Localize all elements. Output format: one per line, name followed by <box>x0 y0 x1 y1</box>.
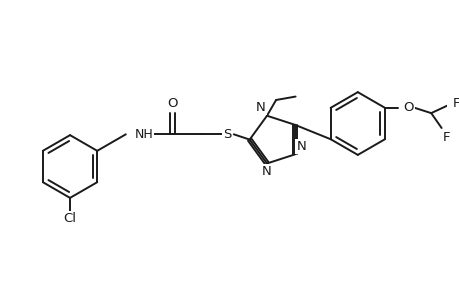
Text: O: O <box>403 101 413 114</box>
Text: NH: NH <box>134 128 153 141</box>
Text: F: F <box>442 131 449 144</box>
Text: N: N <box>262 165 271 178</box>
Text: Cl: Cl <box>63 212 76 225</box>
Text: F: F <box>452 97 459 110</box>
Text: S: S <box>223 128 231 141</box>
Text: O: O <box>167 97 178 110</box>
Text: N: N <box>296 140 305 153</box>
Text: N: N <box>255 101 265 114</box>
